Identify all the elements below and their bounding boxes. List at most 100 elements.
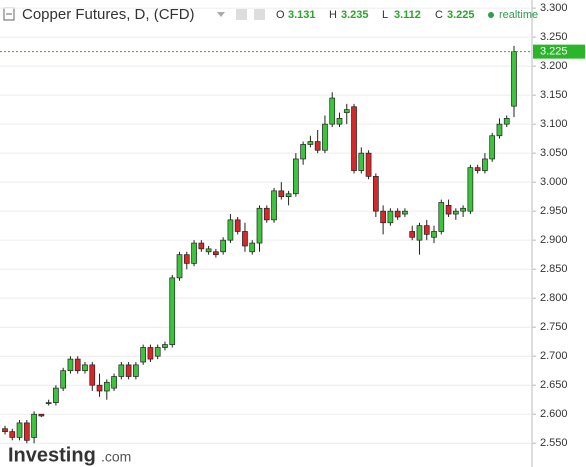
candle-body: [242, 231, 248, 247]
candle-body: [74, 358, 81, 372]
logo-suffix: .com: [101, 449, 131, 465]
candle-body: [53, 387, 59, 403]
candle-body: [467, 167, 474, 212]
y-tick-label: 2.650: [540, 379, 568, 391]
candle-body: [31, 413, 37, 438]
candle-body: [496, 123, 503, 137]
y-tick-label: 2.600: [540, 408, 568, 420]
plot: [0, 7, 532, 444]
candle-body: [205, 248, 212, 253]
ohlc-value: 3.131: [288, 9, 316, 21]
y-tick-label: 3.050: [540, 147, 568, 159]
status: realtime: [499, 9, 538, 21]
candle-body: [220, 239, 226, 253]
candle-body: [314, 141, 321, 151]
ohlc-value: 3.225: [447, 9, 475, 21]
candle-body: [329, 97, 336, 125]
candle-body: [416, 225, 423, 241]
ohlc-label: H: [329, 9, 337, 21]
dropdown[interactable]: [217, 12, 225, 17]
candle-body: [67, 358, 74, 372]
y-tick-label: 3.200: [540, 60, 568, 72]
candle-body: [191, 242, 197, 264]
candle-body: [394, 210, 401, 218]
candle-body: [176, 254, 183, 279]
candle-body: [140, 347, 147, 363]
candle-body: [293, 158, 299, 195]
candle-body: [300, 144, 306, 160]
logo: Investing: [8, 444, 96, 466]
candle-body: [474, 167, 481, 171]
y-tick-label: 3.300: [540, 2, 568, 14]
candle-body: [452, 210, 459, 215]
candle-body: [2, 428, 8, 432]
last-price-tag: [533, 44, 585, 59]
candle-body: [198, 242, 205, 250]
candle-body: [409, 231, 416, 238]
candle-body: [162, 344, 168, 348]
candle-body: [38, 413, 45, 417]
candle-body: [234, 219, 241, 232]
candle-body: [445, 205, 452, 215]
candle-body: [213, 251, 219, 256]
ohlc-label: C: [435, 9, 443, 21]
candle-body: [387, 210, 394, 224]
candle-body: [256, 207, 263, 244]
candle-body: [307, 141, 314, 145]
candle-body: [285, 193, 292, 198]
y-tick-label: 2.800: [540, 292, 568, 304]
candle-body: [154, 347, 161, 357]
candle-body: [23, 422, 30, 441]
ohlc-label: L: [382, 9, 388, 21]
candle-body: [111, 376, 117, 389]
candle-body: [438, 202, 445, 232]
candle-body: [60, 370, 67, 389]
y-tick-label: 3.150: [540, 89, 568, 101]
ohlc-value: 3.112: [394, 9, 421, 21]
y-tick-label: 2.950: [540, 205, 568, 217]
candle-body: [125, 364, 132, 377]
y-tick-label: 2.750: [540, 321, 568, 333]
settings-icon[interactable]: [236, 9, 247, 20]
candle-body: [278, 190, 285, 198]
last-price-label: 3.225: [540, 46, 568, 58]
candle-body: [96, 384, 103, 392]
candle-body: [336, 117, 343, 125]
candle-body: [45, 402, 52, 404]
status-dot: [488, 12, 494, 18]
candle-body: [118, 364, 125, 377]
candle-body: [351, 106, 357, 171]
candle-body: [358, 152, 365, 171]
candle-body: [183, 254, 190, 264]
candle-body: [249, 242, 256, 253]
candle-body: [372, 176, 379, 212]
candle-body: [9, 431, 16, 438]
candle-body: [103, 381, 110, 392]
candle-body: [460, 207, 466, 212]
y-tick-label: 2.850: [540, 263, 568, 275]
ohlc-value: 3.235: [341, 9, 369, 21]
candle-body: [271, 190, 277, 221]
y-tick-label: 3.250: [540, 31, 568, 43]
candle-body: [147, 347, 154, 360]
candle-body: [227, 219, 234, 241]
candle-body: [263, 207, 270, 221]
ohlc-header: O 3.131 H 3.235 L 3.112 C 3.225: [276, 9, 475, 21]
candle-body: [365, 152, 372, 177]
candle-body: [343, 109, 350, 113]
candle-body: [322, 123, 328, 151]
ohlc-label: O: [276, 9, 285, 21]
candle-body: [82, 364, 88, 372]
candle-body: [511, 51, 517, 107]
y-tick-label: 3.000: [540, 176, 568, 188]
candle-body: [503, 117, 510, 125]
candle-body: [133, 364, 139, 377]
candle-body: [380, 210, 386, 224]
candle-body: [423, 225, 430, 235]
settings-icon[interactable]: [254, 9, 265, 20]
candle-body: [431, 231, 437, 238]
y-tick-label: 2.550: [540, 437, 568, 449]
chart-title: Copper Futures, D, (CFD): [22, 6, 195, 23]
candle-body: [169, 277, 176, 345]
candle-body: [482, 158, 488, 171]
